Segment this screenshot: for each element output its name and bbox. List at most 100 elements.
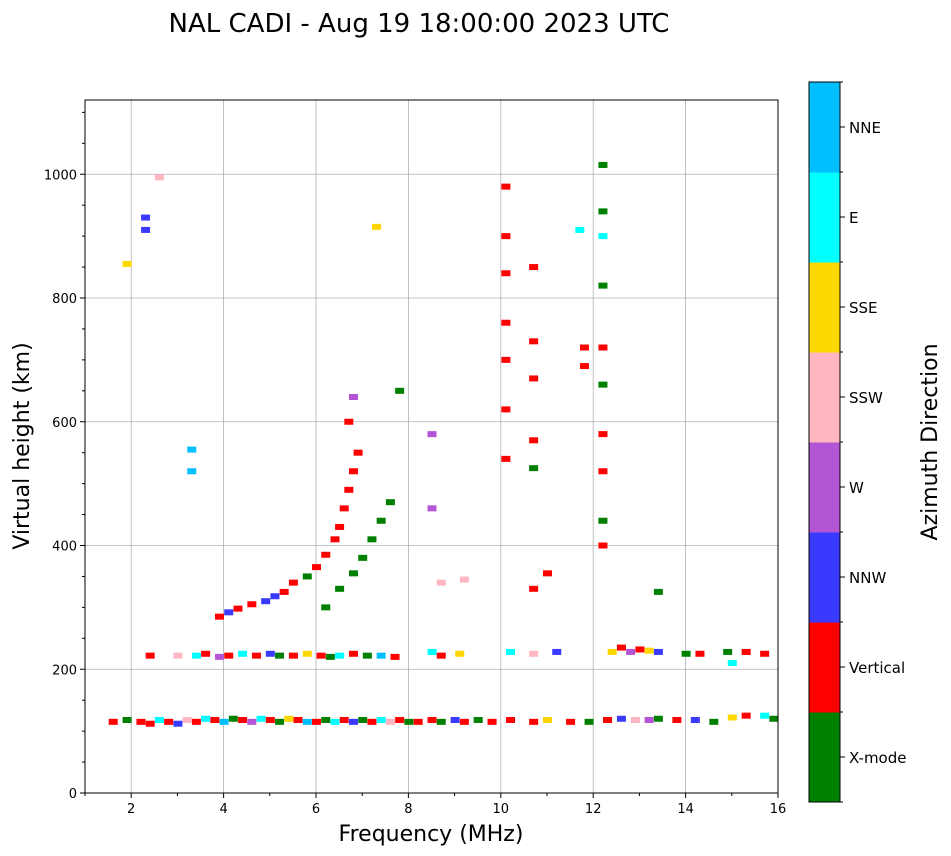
colorbar-label: Azimuth Direction: [918, 343, 943, 540]
echo-mark: E-region trace: 15.7 MHz, 125 km, E: [760, 712, 770, 719]
echo-mark: E-region trace: 5.2 MHz, 115 km, X-mode: [275, 718, 285, 725]
x-axis-ticks: 2 4 6 8 10 12 14 16: [84, 793, 787, 817]
echo-mark: Sporadic-E trace: 6.5 MHz, 222 km, E: [335, 652, 345, 659]
echo-mark: Multi-hop echoes: 12.2 MHz, 940 km, X-mo…: [598, 208, 608, 215]
echo-mark: E-region trace: 4.6 MHz, 115 km, W: [247, 718, 257, 725]
echo-mark: F-region trace: 6.6 MHz, 460 km, Vertica…: [339, 505, 349, 512]
echo-mark: E-region trace: 13.2 MHz, 118 km, W: [644, 716, 654, 723]
echo-mark: Multi-hop echoes: 8.5 MHz, 580 km, W: [427, 431, 437, 438]
echo-mark: F-region trace: 7.2 MHz, 410 km, X-mode: [367, 536, 377, 543]
colorbar-category-label: NNE: [849, 119, 881, 137]
echo-mark: F-region trace: 6 MHz, 365 km, Vertical: [312, 564, 321, 571]
colorbar-category-label: E: [849, 209, 858, 227]
echo-mark: F-region trace: 7.4 MHz, 440 km, X-mode: [376, 517, 386, 524]
echo-mark: F-region trace: 6.5 MHz, 330 km, X-mode: [335, 585, 345, 592]
echo-mark: Multi-hop echoes: 1.9 MHz, 855 km, SSE: [122, 260, 132, 267]
echo-mark: Multi-hop echoes: 11 MHz, 355 km, Vertic…: [543, 570, 552, 577]
x-tick-label: 2: [127, 802, 135, 817]
x-tick-label: 16: [770, 802, 787, 817]
colorbar-category-label: Vertical: [849, 659, 905, 677]
colorbar-swatch: [809, 532, 840, 623]
echo-mark: E-region trace: 12.3 MHz, 118 km, Vertic…: [603, 716, 613, 723]
echo-mark: Sporadic-E trace: 12.8 MHz, 228 km, W: [626, 648, 636, 655]
y-tick-label: 600: [52, 416, 77, 431]
echo-mark: Sporadic-E trace: 3 MHz, 222 km, SSW: [173, 652, 183, 659]
colorbar-swatch: [809, 712, 840, 803]
echo-mark: E-region trace: 5 MHz, 118 km, Vertical: [265, 716, 275, 723]
x-tick-label: 4: [219, 802, 227, 817]
echo-mark: F-region trace: 4.9 MHz, 310 km, NNW: [261, 598, 271, 605]
echo-mark: Sporadic-E trace: 15 MHz, 210 km, E: [727, 660, 737, 667]
echo-mark: Multi-hop echoes: 10.1 MHz, 700 km, Vert…: [501, 356, 511, 363]
grid-lines: [85, 100, 779, 794]
echo-mark: Sporadic-E trace: 6.1 MHz, 222 km, Verti…: [316, 652, 326, 659]
x-tick-label: 12: [585, 802, 602, 817]
colorbar-category-label: NNW: [849, 569, 886, 587]
echo-mark: Multi-hop echoes: 8.7 MHz, 340 km, SSW: [436, 579, 446, 586]
colorbar-category-label: X-mode: [849, 749, 906, 767]
echo-mark: E-region trace: 6 MHz, 115 km, Vertical: [312, 718, 321, 725]
echo-mark: E-region trace: 3 MHz, 112 km, NNW: [173, 720, 183, 727]
echo-mark: F-region trace: 6.7 MHz, 600 km, Vertica…: [344, 418, 354, 425]
echo-mark: Multi-hop echoes: 10.1 MHz, 620 km, Vert…: [501, 406, 511, 413]
echo-mark: Sporadic-E trace: 4.1 MHz, 222 km, Verti…: [224, 652, 234, 659]
echo-mark: E-region trace: 8.7 MHz, 115 km, X-mode: [436, 718, 446, 725]
colorbar-swatch: [809, 622, 840, 713]
echo-mark: E-region trace: 10.7 MHz, 115 km, Vertic…: [529, 718, 539, 725]
echo-mark: E-region trace: 3.4 MHz, 115 km, Vertica…: [191, 718, 201, 725]
plot-frame: [84, 99, 779, 794]
y-tick-label: 1000: [44, 168, 77, 183]
echo-mark: E-region trace: 2.4 MHz, 112 km, Vertica…: [145, 720, 155, 727]
echo-mark: E-region trace: 4 MHz, 115 km, NNE: [219, 718, 229, 725]
echo-mark: Multi-hop echoes: 12.2 MHz, 900 km, E: [598, 233, 608, 240]
echo-mark: F-region trace: 5.8 MHz, 350 km, X-mode: [302, 573, 312, 580]
echo-mark: Multi-hop echoes: 10.1 MHz, 900 km, Vert…: [501, 233, 511, 240]
echo-mark: E-region trace: 4.2 MHz, 120 km, X-mode: [228, 715, 238, 722]
echo-mark: E-region trace: 11 MHz, 118 km, SSE: [543, 716, 552, 723]
echo-mark: E-region trace: 1.9 MHz, 118 km, X-mode: [122, 716, 132, 723]
y-axis-label: Virtual height (km): [10, 342, 35, 549]
echo-mark: E-region trace: 7.8 MHz, 118 km, Vertica…: [395, 716, 405, 723]
echo-mark: Multi-hop echoes: 12.2 MHz, 820 km, X-mo…: [598, 282, 608, 289]
colorbar-frame: [808, 81, 841, 803]
echo-mark: E-region trace: 2.2 MHz, 115 km, Vertica…: [136, 718, 146, 725]
echo-mark: Sporadic-E trace: 3.9 MHz, 220 km, W: [214, 653, 224, 660]
echo-mark: F-region trace: 5.5 MHz, 340 km, Vertica…: [288, 579, 298, 586]
echo-mark: F-region trace: 6.2 MHz, 385 km, Vertica…: [321, 551, 331, 558]
echo-mark: F-region trace: 7.6 MHz, 470 km, X-mode: [385, 499, 395, 506]
y-axis-ticks: 0 200 400 600 800 1000: [44, 111, 85, 802]
echo-mark: Sporadic-E trace: 14.9 MHz, 228 km, X-mo…: [723, 648, 733, 655]
echo-mark: Multi-hop echoes: 10.7 MHz, 570 km, Vert…: [529, 437, 539, 444]
echo-mark: F-region trace: 5.1 MHz, 318 km, NNW: [270, 593, 280, 600]
colorbar-swatch: [809, 442, 840, 533]
echo-mark: Sporadic-E trace: 13 MHz, 232 km, Vertic…: [635, 646, 645, 653]
echo-mark: Multi-hop echoes: 10.1 MHz, 540 km, Vert…: [501, 455, 511, 462]
echo-mark: E-region trace: 13.8 MHz, 118 km, Vertic…: [672, 716, 682, 723]
echo-mark: F-region trace: 6.8 MHz, 640 km, W: [348, 394, 358, 400]
x-axis-label: Frequency (MHz): [339, 822, 524, 847]
echo-mark: E-region trace: 3.2 MHz, 118 km, SSW: [182, 716, 192, 723]
echo-mark: Sporadic-E trace: 3.6 MHz, 225 km, Verti…: [201, 650, 211, 657]
echo-mark: E-region trace: 6.8 MHz, 115 km, NNW: [348, 718, 358, 725]
echo-mark: E-region trace: 13.4 MHz, 120 km, X-mode: [653, 715, 663, 722]
echo-mark: F-region trace: 4.1 MHz, 292 km, NNW: [224, 609, 234, 616]
echo-mark: Sporadic-E trace: 14 MHz, 225 km, X-mode: [681, 650, 691, 657]
echo-mark: Multi-hop echoes: 3.3 MHz, 555 km, NNE: [187, 446, 197, 453]
echo-mark: E-region trace: 15.3 MHz, 125 km, Vertic…: [741, 712, 751, 719]
echo-mark: Multi-hop echoes: 8.5 MHz, 460 km, W: [427, 505, 437, 512]
echo-mark: E-region trace: 5.4 MHz, 120 km, SSE: [284, 715, 294, 722]
echo-mark: F-region trace: 4.6 MHz, 305 km, Vertica…: [247, 601, 257, 608]
echo-mark: E-region trace: 7 MHz, 118 km, X-mode: [358, 716, 368, 723]
echo-mark: E-region trace: 12.9 MHz, 118 km, SSW: [630, 716, 640, 723]
y-tick-label: 400: [52, 540, 77, 555]
echo-mark: Sporadic-E trace: 10.7 MHz, 225 km, SSW: [529, 650, 539, 657]
echo-mark: Multi-hop echoes: 12.2 MHz, 660 km, X-mo…: [598, 381, 608, 388]
echo-mark: F-region trace: 6.8 MHz, 355 km, X-mode: [348, 570, 358, 577]
echo-mark: Sporadic-E trace: 5.8 MHz, 225 km, SSE: [302, 650, 312, 657]
echo-mark: F-region trace: 6.4 MHz, 410 km, Vertica…: [330, 536, 340, 543]
echo-mark: Multi-hop echoes: 2.6 MHz, 995 km, SSW: [154, 174, 164, 181]
echo-mark: F-region trace: 6.7 MHz, 490 km, Vertica…: [344, 486, 354, 493]
echo-mark: Sporadic-E trace: 5 MHz, 225 km, NNW: [265, 650, 275, 657]
echo-mark: Sporadic-E trace: 6.3 MHz, 220 km, X-mod…: [325, 653, 335, 660]
echo-mark: Sporadic-E trace: 9.1 MHz, 225 km, SSE: [455, 650, 465, 657]
